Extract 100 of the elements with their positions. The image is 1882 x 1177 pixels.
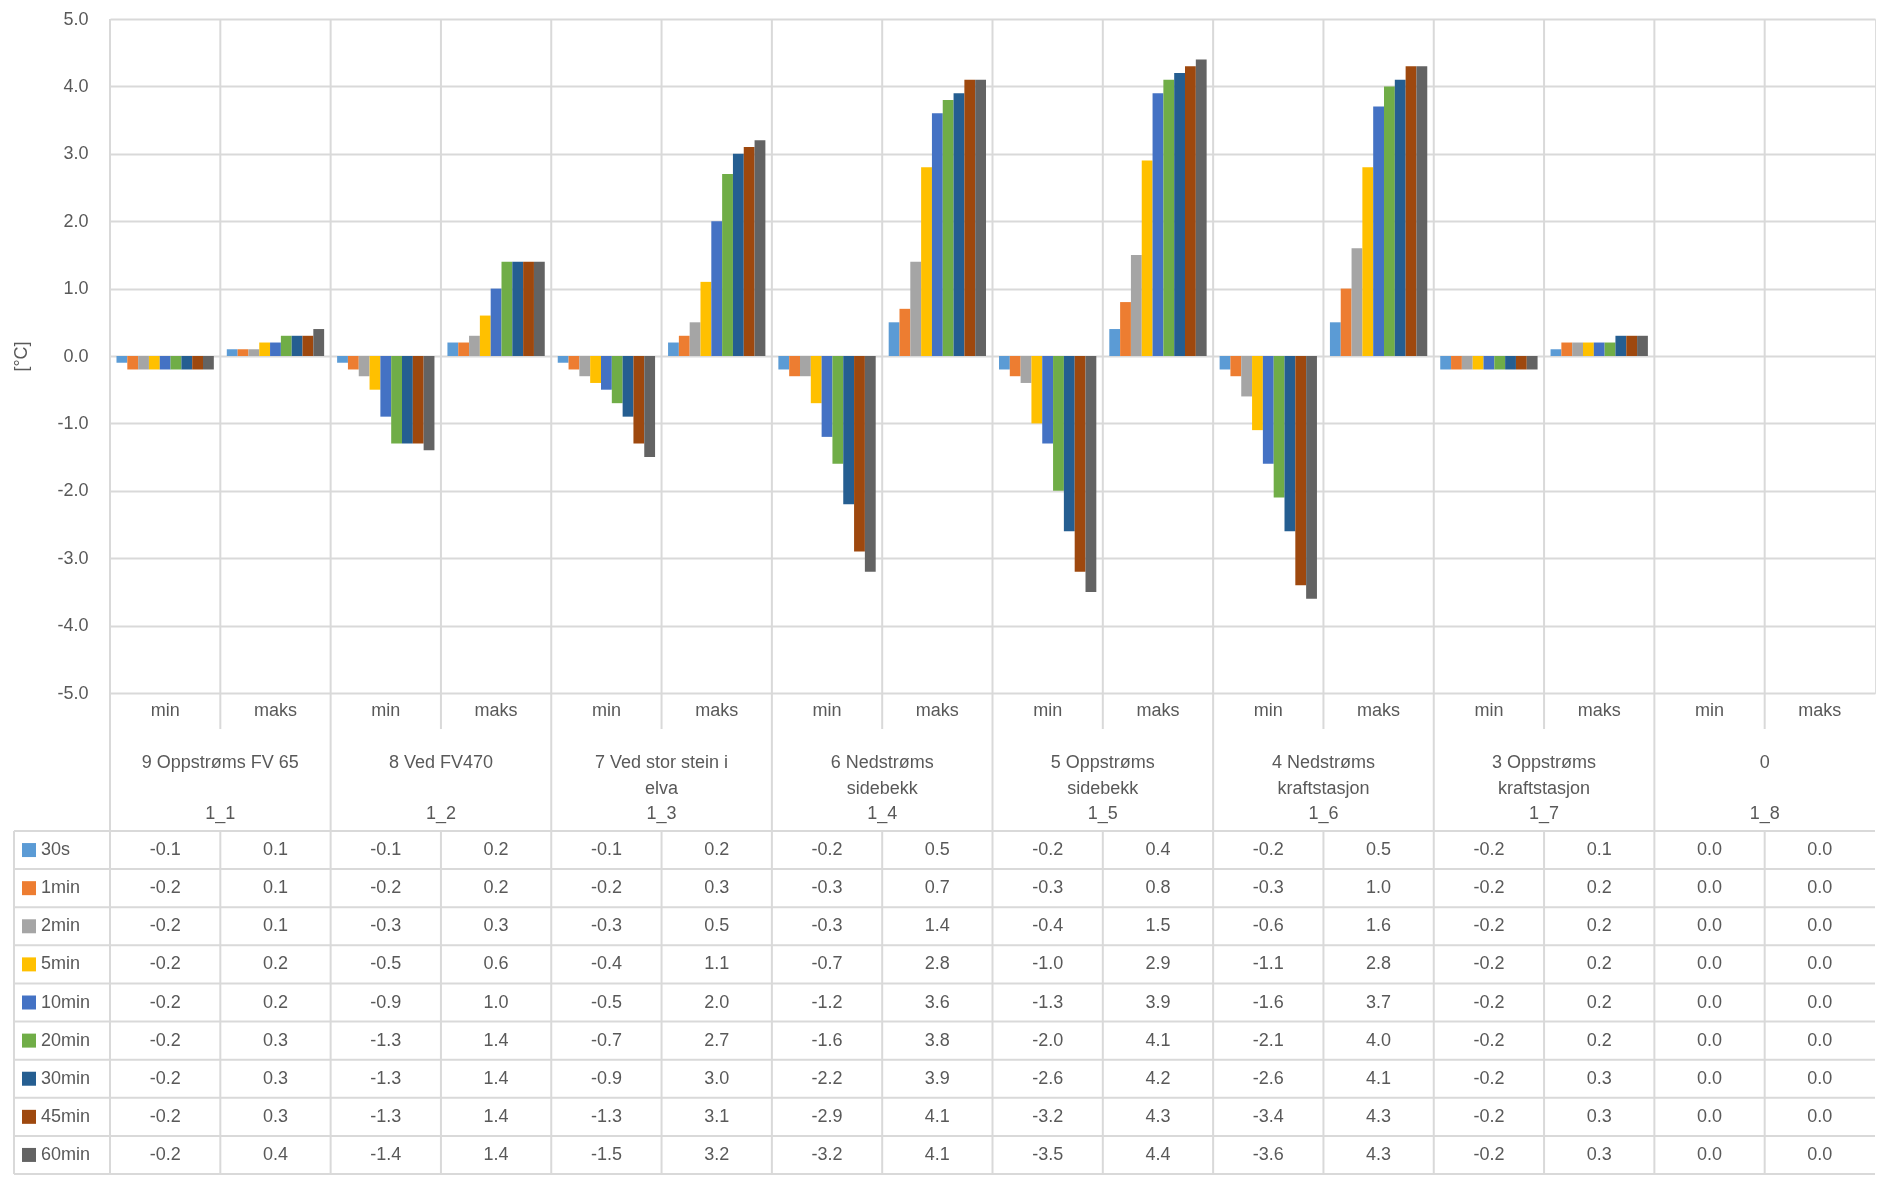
data-label: -0.2: [149, 1143, 181, 1164]
data-label: 3.7: [1366, 991, 1392, 1012]
legend-label: 30s: [41, 839, 71, 860]
y-tick-label: -2.0: [57, 480, 89, 501]
bar: [347, 356, 359, 370]
text: 3 Oppstrøms kraftstasjon: [1492, 752, 1597, 798]
data-label: 0.3: [262, 1105, 288, 1126]
data-label: 0.0: [1807, 877, 1833, 898]
bar: [611, 356, 623, 404]
x-tick-label: maks: [1577, 700, 1621, 720]
data-label: 0.0: [1807, 953, 1833, 974]
data-label: -1.3: [370, 1105, 402, 1126]
data-label: 3.9: [1145, 991, 1171, 1012]
x-tick-label: maks: [1798, 700, 1842, 720]
text: 5 Oppstrøms sidebekk: [1050, 752, 1155, 798]
data-label: 1.4: [483, 1105, 509, 1126]
bar: [700, 281, 712, 356]
data-label: -0.2: [1473, 877, 1505, 898]
text: 9 Oppstrøms FV 65: [141, 752, 299, 772]
bar: [1252, 356, 1263, 431]
bar: [1637, 335, 1648, 356]
data-label: 0.2: [1586, 915, 1612, 936]
bar: [1550, 349, 1562, 356]
bar: [1362, 167, 1374, 356]
data-label: -0.5: [370, 953, 402, 974]
bar: [490, 288, 502, 356]
text: 7 Ved stor stein i elva: [595, 752, 729, 798]
data-label: 2.8: [924, 953, 950, 974]
bar: [1185, 66, 1196, 356]
x-tick-label: maks: [253, 700, 297, 720]
data-label: 1.4: [483, 1067, 509, 1088]
bar: [302, 335, 314, 356]
legend-label: 20min: [41, 1029, 91, 1050]
data-label: 0.8: [1145, 877, 1171, 898]
text: 1_1: [205, 803, 236, 824]
data-label: -1.6: [811, 1029, 843, 1050]
bar: [1451, 356, 1462, 370]
bar: [1053, 356, 1064, 491]
bar: [1351, 248, 1363, 356]
data-label: -2.6: [1252, 1067, 1284, 1088]
data-label: 1.1: [704, 953, 730, 974]
bar: [127, 356, 139, 370]
bar: [1494, 356, 1506, 370]
bar: [402, 356, 413, 444]
data-label: -2.9: [811, 1105, 843, 1126]
bar: [259, 342, 271, 356]
bar: [270, 342, 281, 356]
text: 8 Ved FV470: [388, 752, 493, 772]
x-tick-label: maks: [1357, 700, 1401, 720]
x-tick-label: min: [371, 700, 401, 720]
bar: [1384, 86, 1395, 356]
bar: [237, 349, 249, 356]
text: 4 Nedstrøms kraftstasjon: [1271, 752, 1375, 798]
y-tick-label: -1.0: [57, 412, 89, 433]
data-label: 2.0: [704, 991, 730, 1012]
bar: [1515, 356, 1527, 370]
data-label: -1.5: [590, 1143, 622, 1164]
bar: [1020, 356, 1032, 383]
data-label: 2.9: [1145, 953, 1171, 974]
data-label: -0.2: [1473, 1105, 1505, 1126]
bar: [1063, 356, 1075, 532]
bar: [843, 356, 855, 505]
data-label: -0.2: [1473, 953, 1505, 974]
data-label: 4.4: [1145, 1143, 1171, 1164]
data-label: 0.2: [1586, 991, 1612, 1012]
data-label: 0.0: [1697, 953, 1723, 974]
data-label: -1.3: [370, 1029, 402, 1050]
data-label: 0.2: [704, 839, 730, 860]
data-label: -1.4: [370, 1143, 402, 1164]
bar: [622, 356, 634, 417]
bar: [799, 356, 811, 377]
bar: [778, 356, 790, 370]
data-label: -0.7: [590, 1029, 622, 1050]
data-label: -0.2: [370, 877, 402, 898]
bar: [1241, 356, 1253, 397]
bar: [910, 261, 922, 356]
data-label: 0.0: [1697, 915, 1723, 936]
data-label: -3.5: [1032, 1143, 1064, 1164]
y-tick-label: -5.0: [57, 682, 89, 703]
bar: [1273, 356, 1285, 498]
bar: [1074, 356, 1086, 572]
x-tick-label: min: [1474, 700, 1504, 720]
bar: [975, 79, 987, 356]
bar: [1340, 288, 1352, 356]
bar: [789, 356, 800, 377]
data-label: 0.2: [1586, 953, 1612, 974]
data-label: 0.0: [1697, 1105, 1723, 1126]
data-label: -0.3: [1252, 877, 1284, 898]
bar: [138, 356, 149, 370]
bar: [391, 356, 402, 444]
data-label: 3.6: [924, 991, 950, 1012]
bar: [1295, 356, 1307, 586]
bar: [1141, 160, 1153, 356]
data-label: -0.4: [590, 953, 622, 974]
bar: [1561, 342, 1573, 356]
bar: [1174, 72, 1186, 356]
bar: [810, 356, 822, 404]
bar: [1284, 356, 1296, 532]
data-label: -3.6: [1252, 1143, 1284, 1164]
bar: [754, 140, 766, 356]
